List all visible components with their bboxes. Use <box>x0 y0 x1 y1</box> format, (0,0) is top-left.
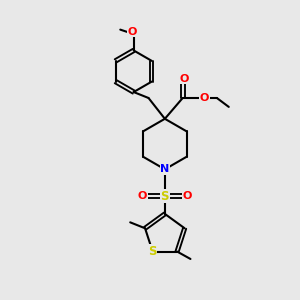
Text: O: O <box>182 191 192 201</box>
Text: O: O <box>179 74 189 84</box>
Text: N: N <box>160 164 170 174</box>
Text: O: O <box>128 27 137 37</box>
Text: S: S <box>160 190 169 202</box>
Text: O: O <box>138 191 147 201</box>
Text: O: O <box>200 93 209 103</box>
Text: S: S <box>148 245 157 258</box>
